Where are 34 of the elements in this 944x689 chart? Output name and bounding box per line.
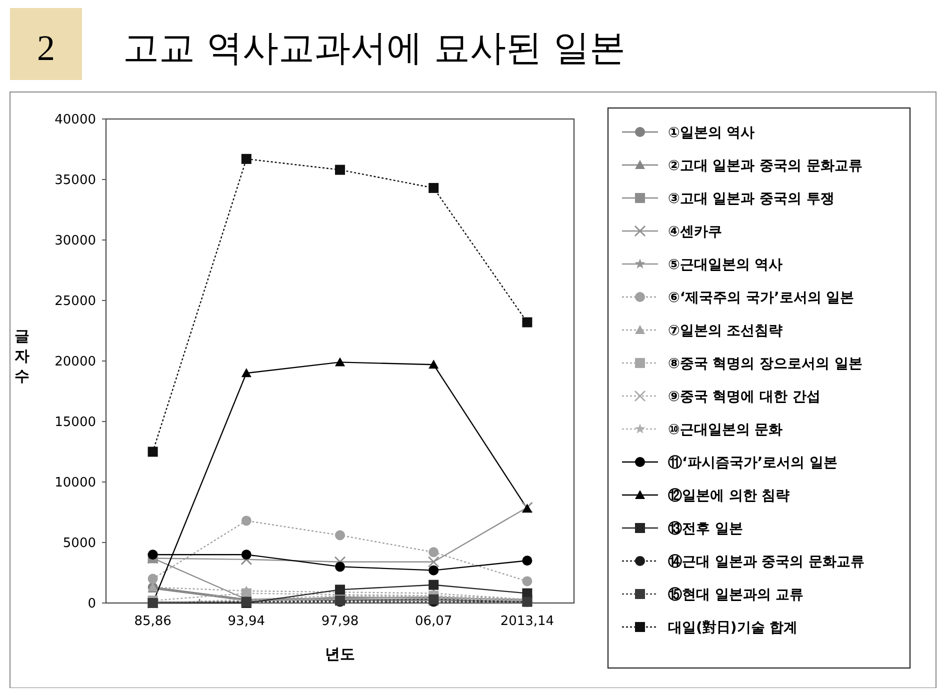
x-tick-label: 93,94	[228, 614, 266, 629]
y-tick-label: 25000	[54, 294, 96, 310]
y-tick-label: 10000	[54, 476, 96, 491]
chart-title: 고교 역사교과서에 묘사된 일본	[123, 28, 626, 69]
legend-label: ⑧중국 혁명의 장으로서의 일본	[668, 356, 862, 372]
legend-label: ⑦일본의 조선침략	[668, 322, 783, 339]
legend-label: ⑨중국 혁명에 대한 간섭	[668, 388, 820, 405]
legend-label: ⑤근대일본의 역사	[668, 256, 783, 273]
legend-label: ①일본의 역사	[668, 124, 755, 141]
y-tick-label: 35000	[54, 173, 96, 188]
y-tick-label: 40000	[54, 112, 96, 128]
x-tick-label: 06,07	[414, 614, 452, 629]
y-tick-label: 5000	[62, 536, 96, 552]
x-tick-label: 2013,14	[500, 614, 554, 629]
y-axis-title: 글자수	[14, 327, 30, 385]
legend-label: ③고대 일본과 중국의 투쟁	[668, 190, 834, 207]
legend-label: ④센카쿠	[668, 224, 722, 240]
legend-label: ⑫일본에 의한 침략	[668, 488, 790, 504]
legend-label: ②고대 일본과 중국의 문화교류	[668, 158, 862, 174]
legend-label: ⑩근대일본의 문화	[668, 422, 783, 438]
y-tick-label: 30000	[54, 234, 96, 249]
legend-label: ⑭근대 일본과 중국의 문화교류	[668, 554, 865, 570]
legend-label: ⑥‘제국주의 국가’로서의 일본	[668, 290, 854, 306]
legend-label: 대일(對日)기술 합계	[668, 620, 798, 636]
text: 2	[37, 28, 55, 68]
y-tick-label: 15000	[54, 415, 96, 430]
legend-label: ⑬전후 일본	[668, 520, 743, 537]
y-tick-label: 20000	[54, 354, 96, 370]
x-tick-label: 85,86	[134, 614, 172, 629]
y-tick-label: 0	[88, 596, 96, 612]
legend-label: ⑪‘파시즘국가’로서의 일본	[668, 454, 838, 471]
x-tick-label: 97,98	[321, 614, 359, 629]
legend-label: ⑮현대 일본과의 교류	[668, 586, 804, 603]
x-axis-title: 년도	[325, 645, 355, 663]
